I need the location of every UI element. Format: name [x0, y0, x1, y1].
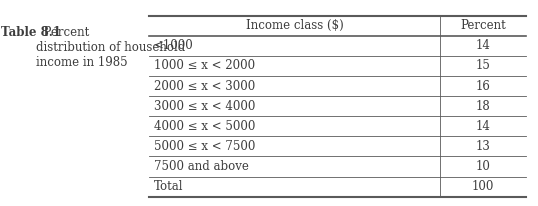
- Text: 14: 14: [476, 39, 491, 52]
- Text: 10: 10: [476, 160, 491, 173]
- Text: Income class ($): Income class ($): [245, 19, 343, 32]
- Text: 4000 ≤ x < 5000: 4000 ≤ x < 5000: [154, 120, 256, 133]
- Text: 2000 ≤ x < 3000: 2000 ≤ x < 3000: [154, 80, 255, 92]
- Text: Table 8.1: Table 8.1: [2, 26, 61, 39]
- Text: 15: 15: [476, 59, 491, 73]
- Text: 3000 ≤ x < 4000: 3000 ≤ x < 4000: [154, 100, 256, 113]
- Text: Percent: Percent: [460, 19, 506, 32]
- Text: 5000 ≤ x < 7500: 5000 ≤ x < 7500: [154, 140, 256, 153]
- Text: 100: 100: [472, 180, 494, 193]
- Text: 13: 13: [476, 140, 491, 153]
- Text: 7500 and above: 7500 and above: [154, 160, 249, 173]
- Text: 14: 14: [476, 120, 491, 133]
- Text: 1000 ≤ x < 2000: 1000 ≤ x < 2000: [154, 59, 255, 73]
- Text: Total: Total: [154, 180, 183, 193]
- Text: Percent
distribution of household
income in 1985: Percent distribution of household income…: [36, 26, 186, 69]
- Text: <1000: <1000: [154, 39, 194, 52]
- Text: 18: 18: [476, 100, 491, 113]
- Text: 16: 16: [476, 80, 491, 92]
